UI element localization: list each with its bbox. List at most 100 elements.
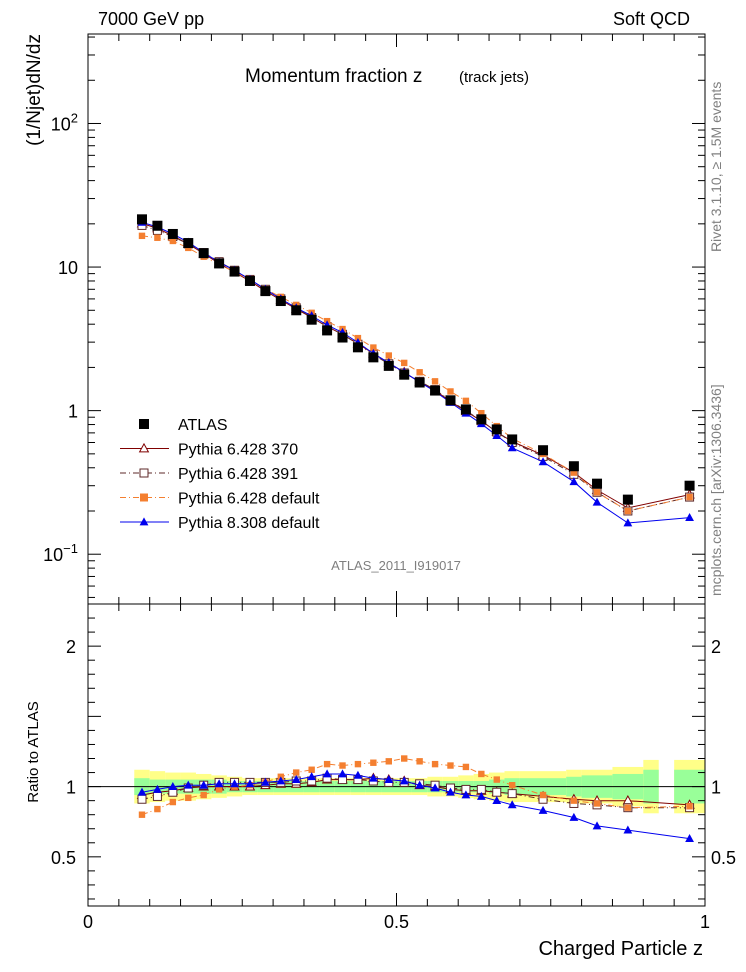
ratio-y-tick-label-right: 2 [711,637,721,657]
data-point-atlas [460,404,471,415]
data-point-pythia-6-428-default [478,409,485,417]
source-label: mcplots.cern.ch [arXiv:1306.3436] [708,384,724,596]
process-label: Soft QCD [613,9,690,29]
data-point-atlas [214,258,225,269]
ratio-point-pythia-6-428-default [624,804,632,811]
ratio-point-pythia-6-428-default [447,762,454,769]
data-point-pythia-6-428-default [138,232,146,240]
data-point-atlas [306,314,317,325]
data-point-atlas [368,352,379,363]
legend-marker [139,419,149,429]
ratio-point-pythia-6-428-default [416,758,423,765]
data-point-atlas [414,377,425,388]
data-point-pythia-8-308-default [538,457,548,466]
y-tick-label: 1 [68,402,78,422]
ratio-point-pythia-6-428-default [539,791,547,799]
data-point-pythia-6-428-default [686,493,693,501]
data-point-atlas [476,414,487,425]
ratio-point-pythia-8-308-default [230,779,239,788]
ratio-point-pythia-6-428-default [370,759,377,766]
ratio-frame [87,603,706,907]
x-tick-label: 0 [83,912,93,932]
chart-subtitle: (track jets) [459,69,529,86]
ratio-y-tick-label-right: 0.5 [711,848,736,868]
data-point-atlas [383,360,394,371]
ratio-y-tick-label: 0.5 [51,848,76,868]
data-point-atlas [507,434,518,445]
ratio-point-pythia-6-428-default [354,760,362,768]
ratio-point-pythia-8-308-default [183,780,193,789]
ratio-point-pythia-8-308-default [353,770,363,779]
data-point-atlas [244,275,255,286]
ratio-y-tick-label: 1 [66,778,76,798]
ratio-point-pythia-8-308-default [153,784,162,793]
ratio-line-pythia-6-428-391 [141,777,690,809]
data-point-atlas [592,478,603,489]
data-point-atlas [622,494,633,505]
y-tick-label-base: 10 [43,545,63,565]
data-point-pythia-8-308-default [569,477,579,486]
data-point-pythia-6-428-default [370,344,377,351]
data-point-atlas [352,342,363,353]
ratio-y-tick-label: 2 [66,637,76,657]
x-tick-label: 1 [700,912,710,932]
ratio-point-pythia-8-308-default [592,821,602,830]
data-point-pythia-6-428-default [385,352,392,359]
ratio-point-pythia-8-308-default [492,796,502,805]
ratio-point-pythia-6-428-default [493,776,500,783]
ratio-point-pythia-8-308-default [507,800,517,809]
data-point-pythia-8-308-default [685,512,694,521]
data-point-atlas [183,238,194,249]
ratio-point-pythia-8-308-default [569,812,579,821]
data-point-pythia-8-308-default [592,497,602,506]
ratio-y-tick-label-right: 1 [711,778,721,798]
ratio-point-pythia-6-428-default [401,755,408,762]
rivet-label: Rivet 3.1.10, ≥ 1.5M events [708,82,724,252]
data-point-atlas [538,445,549,456]
legend-marker [139,517,149,526]
ratio-point-pythia-8-308-default [291,774,301,783]
x-axis-label: Charged Particle z [538,938,703,960]
ratio-point-pythia-8-308-default [307,772,317,781]
ratio-point-pythia-8-308-default [137,787,147,796]
ratio-point-pythia-8-308-default [322,769,332,778]
y-tick-label: 102 [51,110,78,134]
legend-marker [138,442,150,453]
data-point-atlas [229,266,240,277]
ratio-point-pythia-8-308-default [338,769,347,778]
legend-label: Pythia 6.428 default [178,491,320,508]
ratio-point-pythia-8-308-default [685,833,694,842]
data-point-atlas [568,461,579,472]
ratio-point-pythia-8-308-default [415,780,425,789]
legend-label: ATLAS [178,417,228,434]
ratio-point-pythia-8-308-default [260,777,270,786]
data-point-pythia-6-428-default [593,489,601,496]
data-point-atlas [136,214,147,225]
ratio-point-pythia-6-428-default [185,794,192,802]
data-point-atlas [684,480,695,491]
y-axis-label: (1/Njet)dN/dz [24,34,45,146]
ratio-point-pythia-8-308-default [168,782,178,791]
ratio-point-pythia-6-428-default [508,782,516,789]
ratio-point-pythia-6-428-default [154,805,161,813]
y-tick-label: 10 [58,258,78,278]
ratio-point-pythia-8-308-default [245,779,255,788]
ratio-point-pythia-8-308-default [276,776,286,785]
data-point-pythia-6-428-default [401,359,408,367]
data-point-atlas [275,296,286,307]
ratio-point-pythia-6-428-default [431,760,439,768]
data-point-atlas [167,228,178,239]
legend: ATLAS Pythia 6.428 370 Pythia 6.428 391 Pyt… [120,417,320,532]
ratio-point-pythia-6-428-391 [137,794,147,804]
ratio-point-pythia-8-308-default [384,774,394,783]
data-point-atlas [399,369,410,380]
ratio-point-pythia-8-308-default [368,773,378,782]
ratio-point-pythia-6-428-default [570,797,578,804]
legend-label: Pythia 6.428 391 [178,466,298,483]
ratio-point-pythia-8-308-default [538,805,548,814]
ratio-y-axis-label: Ratio to ATLAS [25,701,42,802]
ratio-point-pythia-8-308-default [623,825,633,834]
data-point-atlas [198,248,209,259]
